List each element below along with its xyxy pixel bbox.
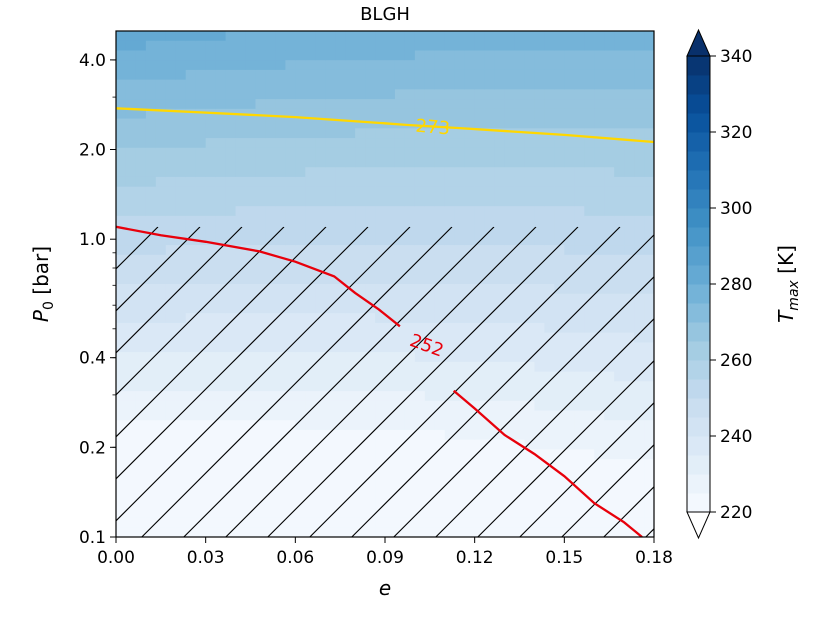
- x-tick-label: 0.03: [187, 548, 225, 568]
- chart-title: BLGH: [360, 4, 410, 25]
- hatch-line: [267, 226, 579, 537]
- colorbar-segment: [687, 246, 710, 266]
- colorbar-segment: [687, 417, 710, 437]
- hatch-line: [116, 226, 327, 438]
- colorbar-tick-label: 280: [720, 275, 752, 295]
- colorbar-tick-label: 340: [720, 47, 752, 67]
- hatch-line: [309, 226, 621, 537]
- colorbar-segment: [687, 151, 710, 171]
- colorbar-segment: [687, 227, 710, 247]
- x-tick-label: 0.06: [276, 548, 314, 568]
- colorbar-segment: [687, 379, 710, 399]
- colorbar-segment: [687, 208, 710, 228]
- hatch-line: [116, 226, 411, 522]
- colorbar: [686, 28, 711, 540]
- colorbar-segment: [687, 322, 710, 342]
- plot-area: [115, 30, 655, 538]
- colorbar-segment: [687, 265, 710, 285]
- colorbar-segment: [687, 341, 710, 361]
- colorbar-extend-max: [686, 28, 711, 57]
- y-tick-label: 0.1: [79, 528, 106, 548]
- colorbar-segment: [687, 455, 710, 475]
- hatch-line: [116, 226, 285, 396]
- contour-line-252: [452, 389, 643, 537]
- contour-line-273: [116, 107, 654, 144]
- contour-lines: [116, 107, 654, 537]
- contour-label-273: 273: [415, 116, 451, 140]
- colorbar-segment: [687, 170, 710, 190]
- colorbar-tick-label: 260: [720, 351, 752, 371]
- x-tick-label: 0.09: [366, 548, 404, 568]
- x-axis-label: e: [379, 576, 391, 600]
- y-tick-label: 0.4: [79, 349, 106, 369]
- colorbar-segment: [687, 303, 710, 323]
- colorbar-tick-label: 320: [720, 123, 752, 143]
- hatch-line: [116, 226, 201, 312]
- temperature-field: [116, 31, 654, 537]
- y-tick-label: 1.0: [79, 230, 106, 250]
- colorbar-segment: [687, 493, 710, 513]
- y-tick-label: 0.2: [79, 438, 106, 458]
- y-axis: 0.1 0.2 0.4 1.0 2.0 4.0: [79, 51, 116, 548]
- hatch-line: [645, 528, 654, 537]
- colorbar-segment: [687, 113, 710, 133]
- y-tick-label: 2.0: [79, 141, 106, 161]
- colorbar-segment: [687, 474, 710, 494]
- colorbar-segment: [687, 360, 710, 380]
- hatch-line: [393, 276, 654, 537]
- colorbar-segment: [687, 436, 710, 456]
- colorbar-segment: [687, 56, 710, 76]
- y-tick-label: 4.0: [79, 51, 106, 71]
- colorbar-label: Tmax [K]: [774, 245, 802, 323]
- hatch-line: [561, 444, 654, 537]
- colorbar-segment: [687, 132, 710, 152]
- x-tick-label: 0.12: [456, 548, 494, 568]
- x-tick-label: 0.15: [545, 548, 583, 568]
- colorbar-segment: [687, 398, 710, 418]
- x-axis: 0.00 0.03 0.06 0.09 0.12 0.15 0.18: [97, 537, 673, 568]
- hatch-line: [477, 360, 654, 537]
- hatch-line: [225, 226, 537, 537]
- hatched-region: [116, 226, 654, 537]
- colorbar-segment: [687, 75, 710, 95]
- colorbar-segment: [687, 94, 710, 114]
- hatch-line: [351, 234, 654, 537]
- colorbar-tick-label: 220: [720, 503, 752, 523]
- colorbar-segment: [687, 189, 710, 209]
- colorbar-segment: [687, 284, 710, 304]
- colorbar-axis: 220 240 260 280 300 320 340: [710, 47, 752, 523]
- colorbar-extend-min: [686, 511, 711, 540]
- hatch-line: [116, 226, 117, 228]
- contour-line-252: [116, 225, 401, 328]
- y-axis-label: P0 [bar]: [29, 246, 57, 322]
- x-tick-label: 0.00: [97, 548, 135, 568]
- hatch-line: [116, 226, 243, 354]
- hatch-line: [141, 226, 453, 537]
- x-tick-label: 0.18: [635, 548, 673, 568]
- hatch-line: [116, 226, 369, 480]
- hatch-line: [183, 226, 495, 537]
- colorbar-tick-label: 240: [720, 427, 752, 447]
- hatch-line: [519, 402, 654, 537]
- hatch-line: [435, 318, 654, 537]
- colorbar-tick-label: 300: [720, 199, 752, 219]
